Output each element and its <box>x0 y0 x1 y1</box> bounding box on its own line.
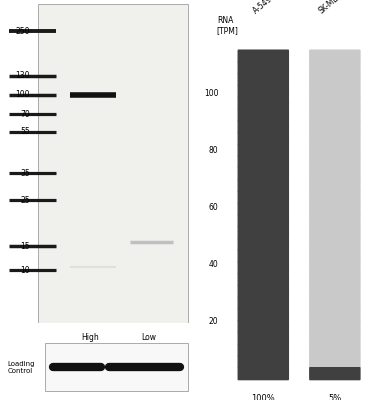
Text: 15: 15 <box>20 242 30 251</box>
FancyBboxPatch shape <box>309 214 361 228</box>
Text: 40: 40 <box>209 260 218 269</box>
FancyBboxPatch shape <box>309 120 361 133</box>
FancyBboxPatch shape <box>309 108 361 122</box>
FancyBboxPatch shape <box>237 85 289 98</box>
FancyBboxPatch shape <box>37 4 188 323</box>
FancyBboxPatch shape <box>309 226 361 239</box>
FancyBboxPatch shape <box>237 261 289 274</box>
FancyBboxPatch shape <box>237 167 289 180</box>
FancyBboxPatch shape <box>309 155 361 169</box>
FancyBboxPatch shape <box>309 50 361 63</box>
Text: 80: 80 <box>209 146 218 155</box>
FancyBboxPatch shape <box>309 167 361 180</box>
FancyBboxPatch shape <box>309 61 361 74</box>
FancyBboxPatch shape <box>309 85 361 98</box>
Text: 100: 100 <box>15 90 30 99</box>
Text: 5%: 5% <box>328 394 341 400</box>
Text: A-549: A-549 <box>252 0 275 16</box>
FancyBboxPatch shape <box>237 61 289 74</box>
FancyBboxPatch shape <box>237 226 289 239</box>
FancyBboxPatch shape <box>237 214 289 228</box>
FancyBboxPatch shape <box>237 296 289 310</box>
FancyBboxPatch shape <box>309 238 361 251</box>
Text: 20: 20 <box>209 317 218 326</box>
FancyBboxPatch shape <box>309 273 361 286</box>
FancyBboxPatch shape <box>309 296 361 310</box>
FancyBboxPatch shape <box>237 202 289 216</box>
FancyBboxPatch shape <box>237 144 289 157</box>
FancyBboxPatch shape <box>237 50 289 63</box>
FancyBboxPatch shape <box>237 320 289 333</box>
Text: 130: 130 <box>15 71 30 80</box>
Text: 35: 35 <box>20 168 30 178</box>
Text: 25: 25 <box>20 196 30 205</box>
FancyBboxPatch shape <box>237 73 289 86</box>
Text: 55: 55 <box>20 127 30 136</box>
FancyBboxPatch shape <box>237 155 289 169</box>
FancyBboxPatch shape <box>309 179 361 192</box>
FancyBboxPatch shape <box>309 73 361 86</box>
FancyBboxPatch shape <box>237 238 289 251</box>
Text: 70: 70 <box>20 110 30 118</box>
FancyBboxPatch shape <box>309 261 361 274</box>
FancyBboxPatch shape <box>237 367 289 380</box>
Text: 10: 10 <box>20 266 30 275</box>
FancyBboxPatch shape <box>237 132 289 145</box>
FancyBboxPatch shape <box>237 273 289 286</box>
FancyBboxPatch shape <box>309 355 361 368</box>
FancyBboxPatch shape <box>237 96 289 110</box>
FancyBboxPatch shape <box>309 190 361 204</box>
FancyBboxPatch shape <box>309 344 361 357</box>
FancyBboxPatch shape <box>309 367 361 380</box>
Text: RNA
[TPM]: RNA [TPM] <box>217 16 239 35</box>
Text: 250: 250 <box>15 27 30 36</box>
FancyBboxPatch shape <box>237 120 289 133</box>
FancyBboxPatch shape <box>309 332 361 345</box>
FancyBboxPatch shape <box>309 96 361 110</box>
FancyBboxPatch shape <box>45 343 188 391</box>
FancyBboxPatch shape <box>309 249 361 263</box>
Text: 100: 100 <box>204 89 218 98</box>
FancyBboxPatch shape <box>309 308 361 322</box>
Text: Low: Low <box>141 332 156 342</box>
FancyBboxPatch shape <box>237 108 289 122</box>
FancyBboxPatch shape <box>237 179 289 192</box>
FancyBboxPatch shape <box>309 320 361 333</box>
Text: 100%: 100% <box>251 394 275 400</box>
FancyBboxPatch shape <box>309 285 361 298</box>
Text: Loading
Control: Loading Control <box>8 360 35 374</box>
FancyBboxPatch shape <box>237 249 289 263</box>
FancyBboxPatch shape <box>309 202 361 216</box>
FancyBboxPatch shape <box>237 308 289 322</box>
Text: High: High <box>81 332 99 342</box>
FancyBboxPatch shape <box>309 144 361 157</box>
Text: SK-MEL-30: SK-MEL-30 <box>317 0 353 16</box>
FancyBboxPatch shape <box>237 190 289 204</box>
FancyBboxPatch shape <box>237 344 289 357</box>
FancyBboxPatch shape <box>237 332 289 345</box>
FancyBboxPatch shape <box>237 285 289 298</box>
FancyBboxPatch shape <box>237 355 289 368</box>
FancyBboxPatch shape <box>309 132 361 145</box>
Text: 60: 60 <box>209 203 218 212</box>
